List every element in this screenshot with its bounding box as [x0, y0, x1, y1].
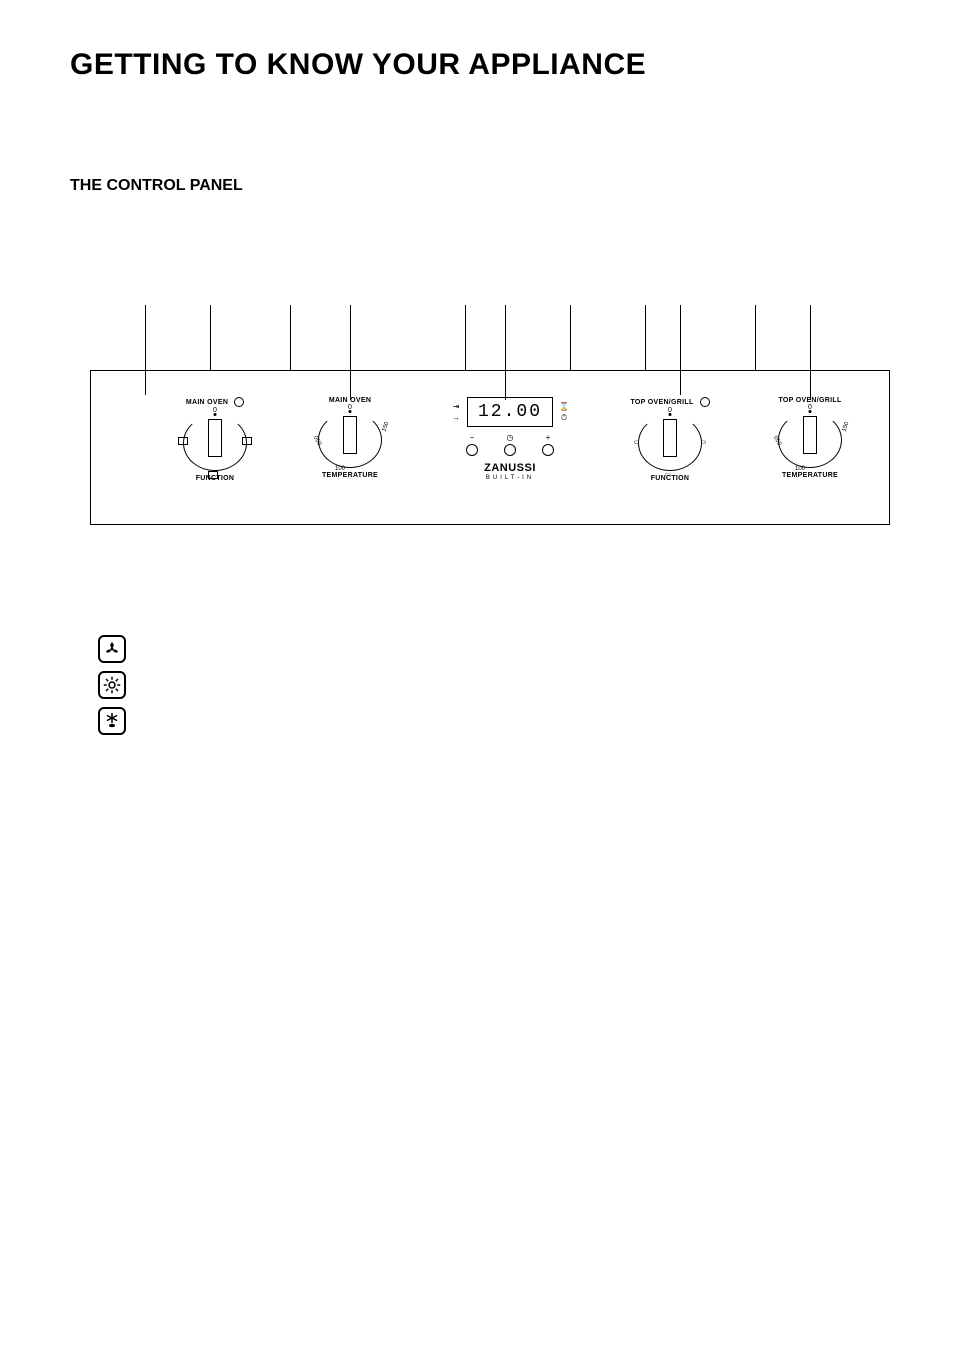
fan-svg [103, 640, 121, 658]
control-panel-diagram: MAIN OVEN 0 FUNCTION MAIN OVEN 0 [90, 305, 890, 525]
top-oven-indicator-lamp [700, 397, 710, 407]
timer-left-icons: ⇥ → [449, 403, 463, 422]
timer-plus-button [542, 444, 554, 456]
function-mode-icon: ⊃ [699, 439, 709, 447]
knob-zero-label: 0 [668, 407, 672, 414]
top-oven-function-knob: 0 ⊂ ⊃ ▭ [635, 409, 705, 471]
timer-plus-label: + [546, 433, 551, 442]
main-oven-temperature-caption: MAIN OVEN [329, 397, 371, 404]
timer-display: 12.00 [467, 397, 553, 427]
top-oven-temperature-knob: 0 050 100 150 [775, 406, 845, 468]
leader-line [680, 305, 681, 395]
top-oven-function-caption: TOP OVEN/GRILL [630, 399, 693, 406]
defrost-icon [98, 707, 126, 735]
cook-time-icon: ⇥ [453, 403, 460, 411]
function-mode-icon [208, 471, 218, 479]
brand-label: ZANUSSI [425, 462, 595, 474]
time-of-day-icon: ⏱ [561, 414, 567, 422]
main-oven-function-block: MAIN OVEN 0 FUNCTION [160, 397, 270, 482]
knob-zero-label: 0 [213, 407, 217, 414]
leader-line [645, 305, 646, 370]
light-svg [103, 676, 121, 694]
defrost-svg [103, 712, 121, 730]
timer-minus-button [466, 444, 478, 456]
knob-zero-label: 0 [348, 404, 352, 411]
knob-zero-label: 0 [808, 404, 812, 411]
brand-sub-label: BUILT-IN [425, 475, 595, 481]
knob-handle [663, 419, 677, 457]
knob-handle [343, 416, 357, 454]
function-mode-icon [178, 437, 188, 445]
temp-tick-label: 100 [795, 466, 805, 472]
legend-icon-column [98, 635, 884, 735]
leader-line [210, 305, 211, 370]
top-oven-temperature-caption: TOP OVEN/GRILL [778, 397, 841, 404]
section-heading: THE CONTROL PANEL [70, 177, 884, 195]
timer-button-row: − ◷ + [425, 433, 595, 456]
main-oven-temperature-sub: TEMPERATURE [295, 472, 405, 479]
leader-line [505, 305, 506, 400]
leader-line [755, 305, 756, 370]
function-mode-icon: ▭ [663, 471, 673, 479]
knob-handle [803, 416, 817, 454]
leader-line [145, 305, 146, 395]
leader-line [570, 305, 571, 370]
top-oven-temperature-block: TOP OVEN/GRILL 0 050 100 150 TEMPERATURE [755, 397, 865, 479]
timer-mode-icon: ◷ [507, 433, 514, 442]
function-mode-icon: ⊂ [631, 439, 641, 447]
timer-right-icons: ⌛ ⏱ [557, 403, 571, 422]
leader-line [290, 305, 291, 370]
leader-line [350, 305, 351, 400]
timer-minus-label: − [470, 433, 475, 442]
fan-icon [98, 635, 126, 663]
temp-tick-label: 150 [841, 421, 850, 432]
temp-tick-label: 150 [381, 421, 390, 432]
main-oven-indicator-lamp [234, 397, 244, 407]
main-oven-function-caption: MAIN OVEN [186, 399, 228, 406]
timer-mode-button [504, 444, 516, 456]
light-icon [98, 671, 126, 699]
end-time-icon: → [452, 414, 460, 422]
main-oven-temperature-knob: 0 050 100 150 [315, 406, 385, 468]
page-title: GETTING TO KNOW YOUR APPLIANCE [70, 48, 884, 82]
main-oven-function-knob: 0 [180, 409, 250, 471]
timer-block: ⇥ → 12.00 ⌛ ⏱ − ◷ + [425, 397, 595, 481]
main-oven-temperature-block: MAIN OVEN 0 050 100 150 TEMPERATURE [295, 397, 405, 479]
top-oven-temperature-sub: TEMPERATURE [755, 472, 865, 479]
countdown-icon: ⌛ [559, 403, 569, 411]
temp-tick-label: 100 [335, 466, 345, 472]
function-mode-icon [242, 437, 252, 445]
knob-handle [208, 419, 222, 457]
leader-line [465, 305, 466, 370]
top-oven-function-block: TOP OVEN/GRILL 0 ⊂ ⊃ ▭ FUNCTION [605, 397, 735, 482]
leader-line [810, 305, 811, 400]
